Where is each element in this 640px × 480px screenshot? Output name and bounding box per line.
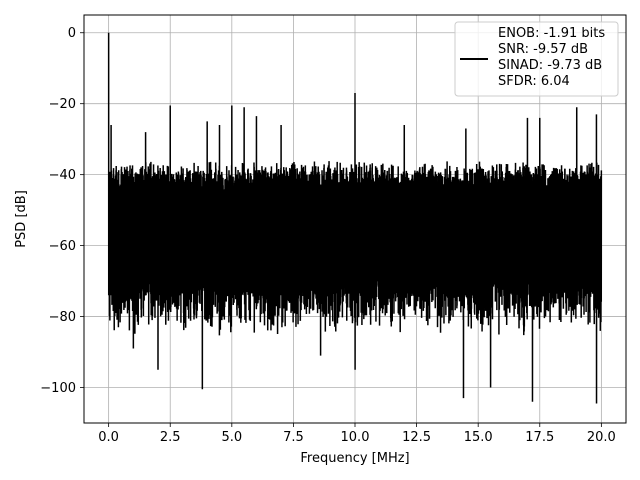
legend-text-line: SFDR: 6.04 <box>498 74 570 89</box>
legend-box <box>454 21 619 97</box>
legend-text-line: SNR: -9.57 dB <box>498 42 588 57</box>
legend-text-line: SINAD: -9.73 dB <box>498 58 602 73</box>
legend-text-line: ENOB: -1.91 bits <box>498 26 605 41</box>
x-tick-label: 2.5 <box>160 430 181 445</box>
y-tick-label: −60 <box>49 239 76 254</box>
x-tick-label: 17.5 <box>525 430 554 445</box>
y-tick-label: 0 <box>68 26 76 41</box>
y-tick-label: −80 <box>49 310 76 325</box>
x-tick-label: 7.5 <box>283 430 304 445</box>
psd-series-line <box>107 32 603 404</box>
y-tick-label: −100 <box>40 381 76 396</box>
x-tick-label: 12.5 <box>402 430 431 445</box>
x-tick-label: 20.0 <box>587 430 616 445</box>
axis-ticks: 0.0 2.5 5.0 7.5 10.0 12.5 15.0 17.5 20.0 0 −20 −40 −… <box>40 26 616 445</box>
x-tick-label: 0.0 <box>98 430 119 445</box>
y-tick-label: −20 <box>49 97 76 112</box>
psd-series <box>107 32 603 404</box>
x-tick-label: 5.0 <box>221 430 242 445</box>
x-axis-label: Frequency [MHz] <box>300 451 409 466</box>
x-tick-label: 10.0 <box>341 430 370 445</box>
y-axis-label: PSD [dB] <box>14 190 29 248</box>
x-tick-label: 15.0 <box>464 430 493 445</box>
y-tick-label: −40 <box>49 168 76 183</box>
